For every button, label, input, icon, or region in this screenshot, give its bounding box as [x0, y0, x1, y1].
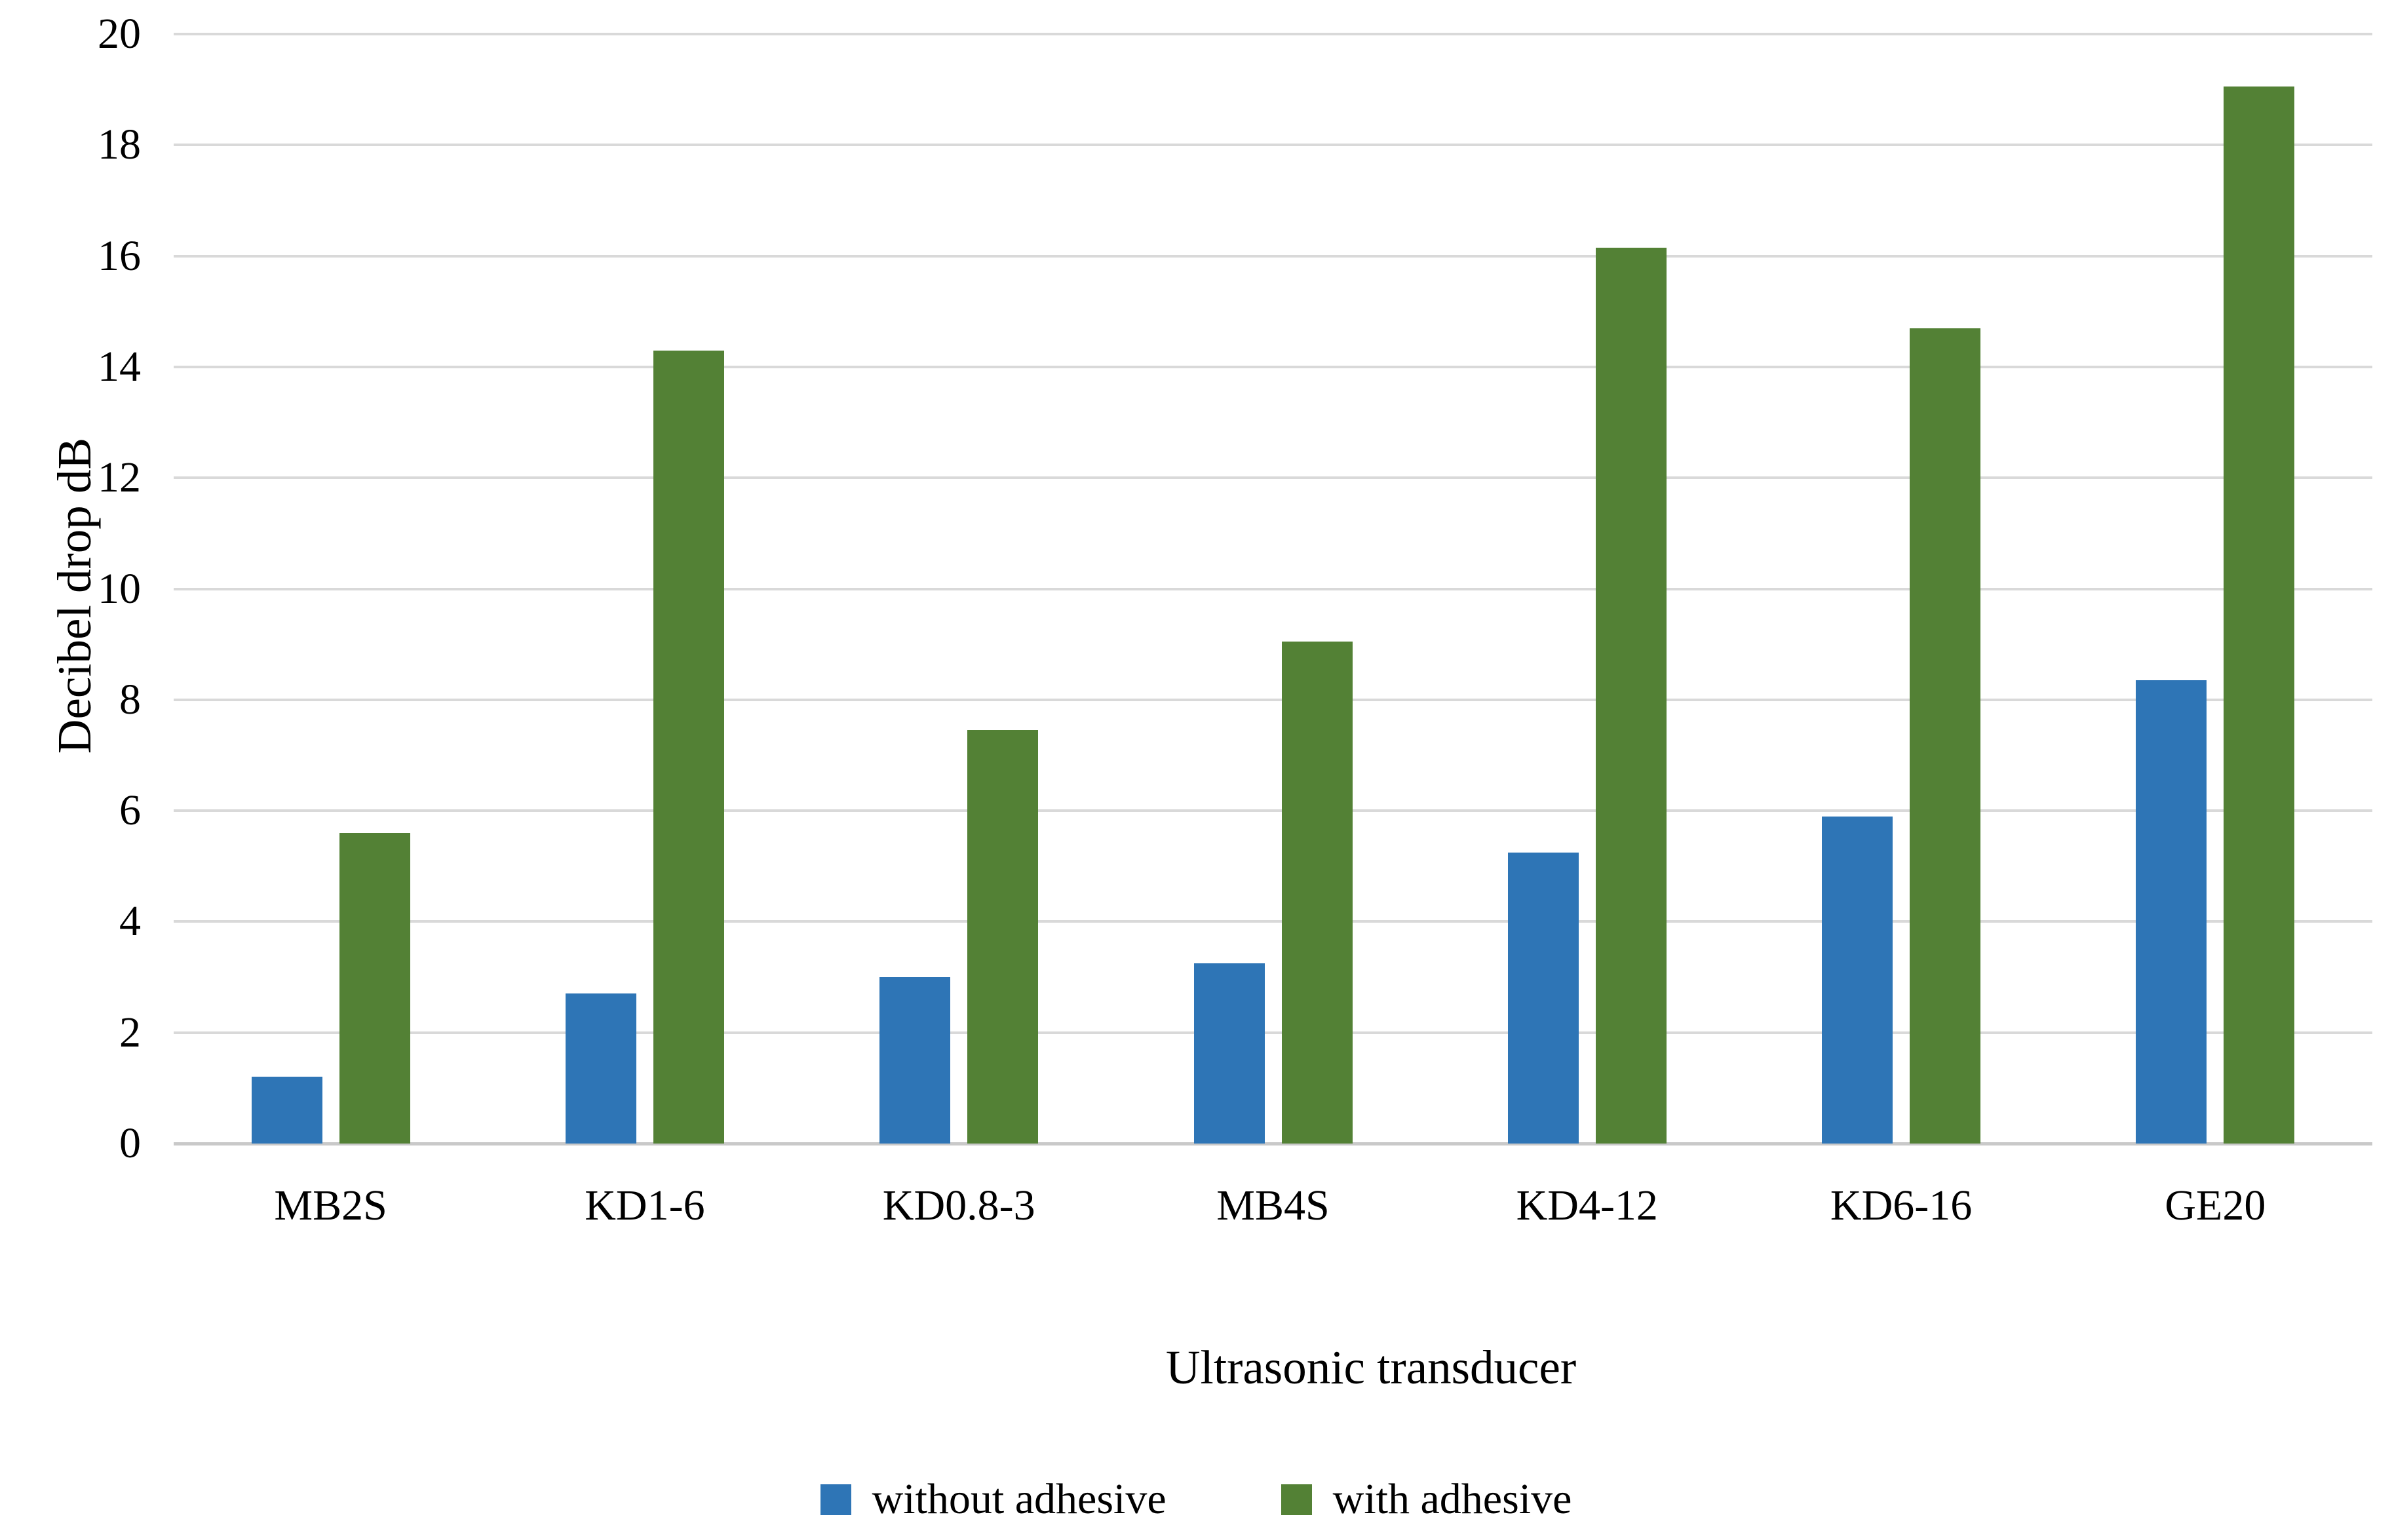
x-category-label: KD4-12: [1516, 1182, 1658, 1229]
gridline: [174, 365, 2372, 368]
legend-label: with adhesive: [1332, 1475, 1572, 1523]
gridline: [174, 698, 2372, 701]
gridline: [174, 809, 2372, 813]
y-tick-label: 4: [119, 897, 141, 946]
bar-MB2S-without-adhesive: [251, 1077, 322, 1144]
bar-KD6-16-with-adhesive: [1910, 328, 1981, 1144]
bar-GE20-without-adhesive: [2136, 680, 2207, 1144]
x-category-label: MB2S: [274, 1182, 387, 1229]
x-category-label: KD0.8-3: [882, 1182, 1035, 1229]
gridline: [174, 587, 2372, 590]
x-axis-title: Ultrasonic transducer: [1165, 1341, 1577, 1394]
y-tick-label: 6: [119, 786, 141, 835]
legend-item: with adhesive: [1281, 1473, 1572, 1526]
bar-KD0.8-3-with-adhesive: [967, 730, 1039, 1144]
bar-KD1-6-with-adhesive: [653, 350, 724, 1144]
bar-KD6-16-without-adhesive: [1822, 816, 1893, 1144]
y-tick-label: 18: [98, 121, 141, 169]
legend-swatch-without-adhesive: [820, 1484, 851, 1515]
y-tick-label: 8: [119, 675, 141, 723]
gridline: [174, 144, 2372, 147]
y-tick-label: 20: [98, 10, 141, 58]
gridline: [174, 254, 2372, 258]
bar-MB2S-with-adhesive: [339, 832, 410, 1144]
x-category-label: MB4S: [1216, 1182, 1330, 1229]
y-tick-label: 12: [98, 453, 141, 502]
y-tick-label: 16: [98, 231, 141, 280]
y-tick-label: 14: [98, 342, 141, 391]
legend-label: without adhesive: [872, 1475, 1167, 1523]
gridline: [174, 476, 2372, 480]
legend-swatch-with-adhesive: [1281, 1484, 1312, 1515]
x-category-label: GE20: [2165, 1182, 2266, 1229]
y-tick-label: 2: [119, 1008, 141, 1056]
gridline: [174, 33, 2372, 35]
bar-KD4-12-without-adhesive: [1507, 852, 1579, 1144]
legend: without adhesive with adhesive: [0, 1467, 2392, 1532]
y-tick-label: 10: [98, 564, 141, 613]
x-axis-line: [174, 1142, 2372, 1145]
bar-MB4S-without-adhesive: [1193, 963, 1265, 1144]
bar-MB4S-with-adhesive: [1281, 641, 1353, 1144]
bar-KD1-6-without-adhesive: [565, 993, 636, 1144]
gridline: [174, 920, 2372, 923]
bar-KD4-12-with-adhesive: [1595, 247, 1667, 1144]
x-category-label: KD6-16: [1830, 1182, 1973, 1229]
y-tick-label: 0: [119, 1119, 141, 1167]
gridline: [174, 1031, 2372, 1034]
legend-item: without adhesive: [820, 1473, 1167, 1526]
bar-GE20-with-adhesive: [2224, 87, 2295, 1144]
x-category-label: KD1-6: [585, 1182, 705, 1229]
bar-KD0.8-3-without-adhesive: [879, 977, 951, 1144]
